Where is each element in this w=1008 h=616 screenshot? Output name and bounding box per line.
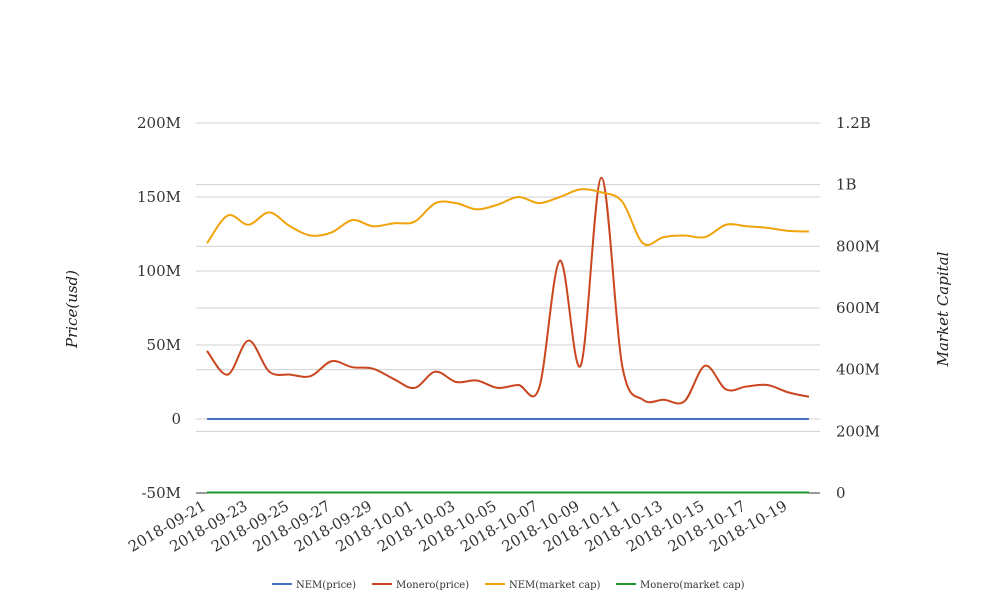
x-axis-ticks: 2018-09-212018-09-232018-09-252018-09-27… bbox=[125, 497, 790, 556]
series-line-monero-price bbox=[206, 176, 810, 405]
left-axis-title: Price(usd) bbox=[63, 270, 81, 349]
legend-label: NEM(price) bbox=[296, 580, 356, 591]
series-lines bbox=[206, 176, 810, 494]
right-axis-title: Market Capital bbox=[934, 251, 952, 367]
left-tick-label: 100M bbox=[137, 262, 181, 280]
left-tick-label: 150M bbox=[137, 188, 181, 206]
right-tick-label: 1B bbox=[836, 176, 857, 194]
legend-label: Monero(price) bbox=[396, 580, 469, 591]
right-tick-label: 200M bbox=[836, 422, 880, 440]
legend-label: Monero(market cap) bbox=[640, 580, 745, 591]
legend-label: NEM(market cap) bbox=[509, 580, 601, 591]
left-tick-label: 50M bbox=[147, 336, 181, 354]
right-tick-label: 400M bbox=[836, 361, 880, 379]
right-tick-label: 800M bbox=[836, 237, 880, 255]
left-axis-ticks: -50M 0 50M 100M 150M 200M bbox=[137, 114, 181, 502]
left-tick-label: 0 bbox=[171, 410, 181, 428]
series-line-nem-market-cap bbox=[206, 188, 810, 246]
right-tick-label: 1.2B bbox=[836, 114, 871, 132]
left-tick-label: -50M bbox=[141, 484, 181, 502]
right-tick-label: 0 bbox=[836, 484, 846, 502]
right-axis-ticks: 0 200M 400M 600M 800M 1B 1.2B bbox=[836, 114, 880, 502]
left-tick-label: 200M bbox=[137, 114, 181, 132]
grid-lines bbox=[196, 122, 820, 494]
legend: NEM(price) Monero(price) NEM(market cap) Mo… bbox=[272, 580, 745, 591]
right-tick-label: 600M bbox=[836, 299, 880, 317]
